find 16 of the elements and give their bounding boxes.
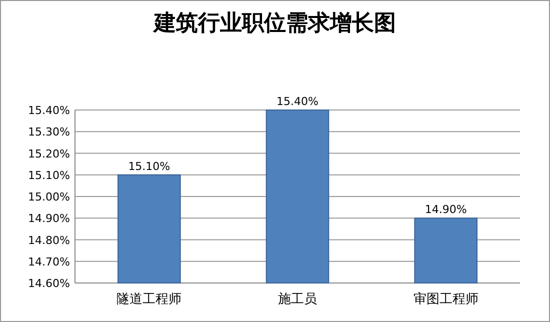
- data-label: 15.40%: [276, 95, 318, 108]
- chart-title: 建筑行业职位需求增长图: [152, 10, 396, 36]
- x-tick-label: 审图工程师: [413, 291, 478, 307]
- y-tick-label: 14.80%: [28, 234, 70, 247]
- y-tick-label: 15.00%: [28, 190, 70, 204]
- y-tick-label: 14.90%: [28, 212, 70, 226]
- y-tick-label: 15.30%: [28, 126, 70, 139]
- y-tick-label: 14.60%: [28, 277, 70, 290]
- x-tick-label: 施工员: [278, 292, 317, 307]
- y-tick-label: 14.70%: [28, 255, 70, 268]
- y-tick-label: 15.10%: [28, 168, 70, 182]
- x-tick-label: 隧道工程师: [116, 292, 182, 307]
- data-label: 14.90%: [424, 203, 467, 216]
- data-label: 15.10%: [128, 160, 170, 173]
- y-tick-label: 15.20%: [28, 147, 70, 160]
- y-tick-label: 15.40%: [28, 104, 70, 117]
